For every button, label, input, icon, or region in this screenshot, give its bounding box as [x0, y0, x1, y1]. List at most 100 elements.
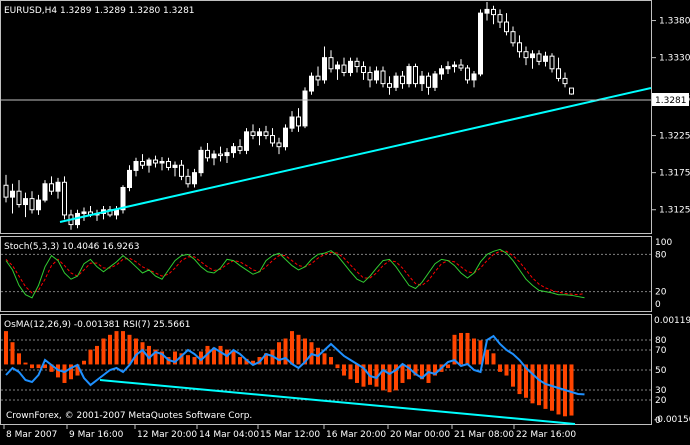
candle[interactable] — [406, 63, 412, 88]
candle[interactable] — [426, 72, 431, 95]
candle[interactable] — [348, 57, 353, 77]
candle[interactable] — [335, 61, 340, 80]
candle[interactable] — [250, 124, 256, 140]
candle[interactable] — [81, 207, 87, 221]
candle[interactable] — [328, 50, 334, 73]
candle[interactable] — [185, 168, 191, 188]
candle[interactable] — [10, 183, 15, 214]
rsi-tick-label: 0 — [655, 416, 661, 426]
candle[interactable] — [205, 142, 210, 162]
candle[interactable] — [374, 66, 379, 84]
candle[interactable] — [413, 63, 418, 88]
candle[interactable] — [192, 168, 197, 188]
candle[interactable] — [393, 72, 399, 92]
candle[interactable] — [29, 191, 35, 214]
candle[interactable] — [244, 128, 249, 155]
candle[interactable] — [276, 137, 282, 155]
candle[interactable] — [166, 157, 171, 171]
candle[interactable] — [270, 128, 275, 147]
candle[interactable] — [549, 53, 555, 73]
osma-bar — [322, 353, 327, 365]
candle[interactable] — [387, 76, 392, 95]
candle[interactable] — [484, 2, 490, 21]
candlestick-series[interactable] — [3, 2, 574, 230]
candle[interactable] — [172, 161, 178, 177]
candle[interactable] — [322, 46, 327, 84]
osma-trendline[interactable] — [99, 379, 576, 425]
candle[interactable] — [504, 13, 509, 36]
candle[interactable] — [400, 71, 405, 89]
stoch-main-line[interactable] — [5, 248, 585, 299]
candle[interactable] — [198, 146, 204, 177]
candle[interactable] — [62, 176, 67, 220]
trendline[interactable] — [59, 87, 652, 223]
candle[interactable] — [120, 185, 126, 214]
candle[interactable] — [439, 65, 444, 80]
candle[interactable] — [523, 46, 529, 66]
price-pane[interactable] — [0, 0, 652, 234]
candle[interactable] — [419, 71, 425, 92]
candle[interactable] — [491, 5, 496, 25]
osma-label: OsMA(12,26,9) -0.001381 RSI(7) 25.5661 — [4, 320, 190, 330]
candle[interactable] — [3, 174, 9, 203]
candle[interactable] — [283, 124, 288, 151]
candle[interactable] — [36, 194, 41, 215]
candle[interactable] — [153, 155, 158, 168]
candle[interactable] — [289, 111, 295, 132]
candle[interactable] — [556, 57, 561, 82]
candle[interactable] — [296, 108, 301, 132]
osma-bar — [342, 364, 346, 376]
stoch-signal-line[interactable] — [5, 250, 585, 296]
candle[interactable] — [211, 150, 217, 166]
candle[interactable] — [218, 146, 223, 162]
candle[interactable] — [530, 50, 535, 69]
candle[interactable] — [341, 57, 347, 77]
candle[interactable] — [159, 157, 165, 171]
candle[interactable] — [361, 61, 366, 80]
candle[interactable] — [354, 57, 360, 73]
candle[interactable] — [263, 125, 269, 140]
candle[interactable] — [562, 72, 568, 88]
osma-bar — [212, 347, 216, 365]
candle[interactable] — [309, 72, 314, 95]
candle[interactable] — [478, 9, 483, 77]
candle[interactable] — [543, 51, 548, 67]
candle[interactable] — [517, 35, 522, 58]
candle[interactable] — [140, 154, 145, 169]
candle[interactable] — [257, 128, 262, 146]
osma-bar — [264, 353, 268, 365]
candle[interactable] — [49, 176, 54, 195]
osma-bar — [556, 364, 561, 415]
candle[interactable] — [315, 66, 321, 86]
candle[interactable] — [380, 66, 386, 88]
candle[interactable] — [302, 87, 308, 129]
candle[interactable] — [146, 157, 152, 173]
candle[interactable] — [237, 139, 243, 155]
osma-bar — [88, 349, 93, 365]
candle[interactable] — [16, 180, 22, 208]
candle[interactable] — [127, 165, 132, 192]
stoch-pane[interactable] — [0, 236, 652, 312]
candle[interactable] — [458, 59, 464, 71]
candle[interactable] — [224, 148, 230, 163]
candle[interactable] — [231, 142, 236, 158]
candle[interactable] — [23, 192, 28, 218]
candle[interactable] — [445, 61, 451, 74]
candle[interactable] — [536, 50, 542, 66]
candle[interactable] — [569, 87, 574, 95]
candle[interactable] — [367, 66, 373, 88]
candle[interactable] — [133, 157, 139, 177]
candle[interactable] — [471, 71, 477, 88]
candle[interactable] — [452, 61, 457, 73]
candle[interactable] — [465, 65, 470, 84]
osma-scale-bottom: -0.00150 — [654, 415, 690, 425]
candle[interactable] — [179, 160, 184, 181]
candle[interactable] — [497, 9, 503, 28]
rsi-line[interactable] — [5, 334, 585, 396]
candle[interactable] — [42, 180, 48, 203]
candle[interactable] — [510, 26, 516, 47]
candle[interactable] — [55, 177, 61, 199]
candle[interactable] — [432, 71, 438, 92]
